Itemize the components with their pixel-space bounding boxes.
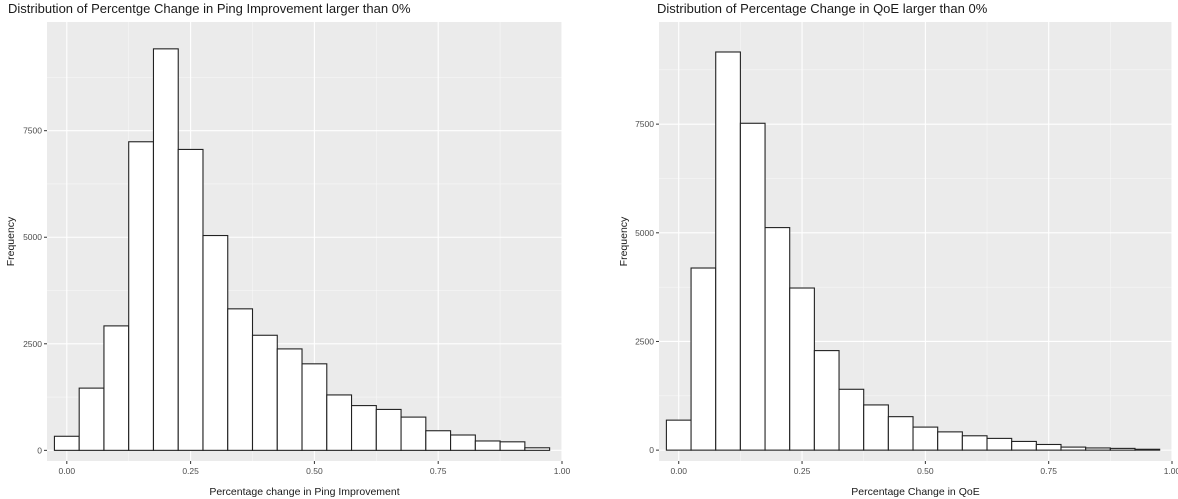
histogram-bar (739, 122, 766, 451)
x-tick-label: 1.00 (1164, 466, 1178, 476)
histogram-bar (863, 404, 889, 451)
x-tick-label: 0.50 (917, 466, 934, 476)
histogram-bar (524, 447, 551, 451)
histogram-bar (1060, 446, 1087, 451)
histogram-bar (499, 441, 526, 451)
y-axis-title: Frequency (5, 216, 17, 266)
histogram-bar (251, 334, 278, 451)
histogram-bar (103, 325, 130, 451)
x-tick-label: 0.25 (182, 466, 199, 476)
histogram-bar (425, 430, 452, 451)
histogram-bar (375, 408, 402, 451)
histogram-bar (912, 426, 939, 451)
histogram-bar (764, 227, 791, 451)
x-tick-label: 0.00 (670, 466, 687, 476)
histogram-bar (937, 431, 963, 451)
y-tick-label: 0 (37, 445, 42, 455)
histogram-bar (1134, 448, 1161, 451)
x-tick-label: 0.75 (1040, 466, 1057, 476)
histogram-bar (1085, 447, 1111, 451)
histogram-bar (1011, 440, 1037, 451)
x-axis-title: Percentage change in Ping Improvement (209, 486, 399, 498)
histogram-bar (177, 148, 204, 451)
histogram-bar (961, 435, 988, 451)
x-tick-label: 0.50 (306, 466, 323, 476)
y-tick-label: 0 (649, 445, 654, 455)
histogram-bar (152, 48, 179, 451)
histogram-bar (128, 141, 155, 451)
x-tick-label: 0.75 (430, 466, 447, 476)
histogram-bar (838, 388, 865, 451)
histogram-bar (450, 434, 476, 451)
histogram-bar (1109, 447, 1136, 451)
x-axis-title: Percentage Change in QoE (851, 486, 979, 498)
histogram-ping-improvement: 0.00 0.25 0.50 0.75 1.00 0 2500 5000 7500 Percent… (5, 22, 571, 498)
x-tick-label: 0.25 (794, 466, 811, 476)
histogram-bar (53, 435, 80, 451)
y-tick-label: 2500 (23, 339, 42, 349)
y-tick-label: 7500 (23, 126, 42, 136)
histogram-bar (1035, 443, 1062, 451)
histogram-bar (78, 387, 105, 451)
y-axis-title: Frequency (618, 216, 630, 266)
histogram-bar (301, 363, 328, 451)
histogram-qoe: 0.00 0.25 0.50 0.75 1.00 0 2500 5000 7500 Percent… (618, 22, 1178, 498)
y-tick-label: 7500 (635, 119, 654, 129)
histogram-bar (350, 405, 377, 451)
histogram-bar (813, 350, 840, 451)
histogram-bar (400, 416, 427, 451)
histogram-bar (665, 419, 692, 451)
chart-qoe: Distribution of Percentage Change in QoE… (600, 0, 1178, 499)
histogram-bar (715, 51, 741, 451)
histogram-bar (887, 416, 914, 451)
chart-ping-improvement: Distribution of Percentge Change in Ping… (0, 0, 585, 499)
chart-title: Distribution of Percentage Change in QoE… (657, 1, 988, 16)
histogram-bar (202, 234, 229, 451)
x-tick-label: 0.00 (59, 466, 76, 476)
histogram-bar (474, 440, 501, 451)
histogram-bar (789, 287, 815, 451)
y-tick-label: 2500 (635, 336, 654, 346)
y-tick-label: 5000 (23, 232, 42, 242)
histogram-bar (326, 394, 353, 451)
y-tick-label: 5000 (635, 228, 654, 238)
histogram-bar (276, 348, 303, 451)
histogram-bar (227, 308, 254, 451)
histogram-bar (690, 267, 717, 451)
histogram-bar (986, 437, 1013, 451)
x-tick-label: 1.00 (554, 466, 571, 476)
chart-title: Distribution of Percentge Change in Ping… (8, 1, 411, 16)
